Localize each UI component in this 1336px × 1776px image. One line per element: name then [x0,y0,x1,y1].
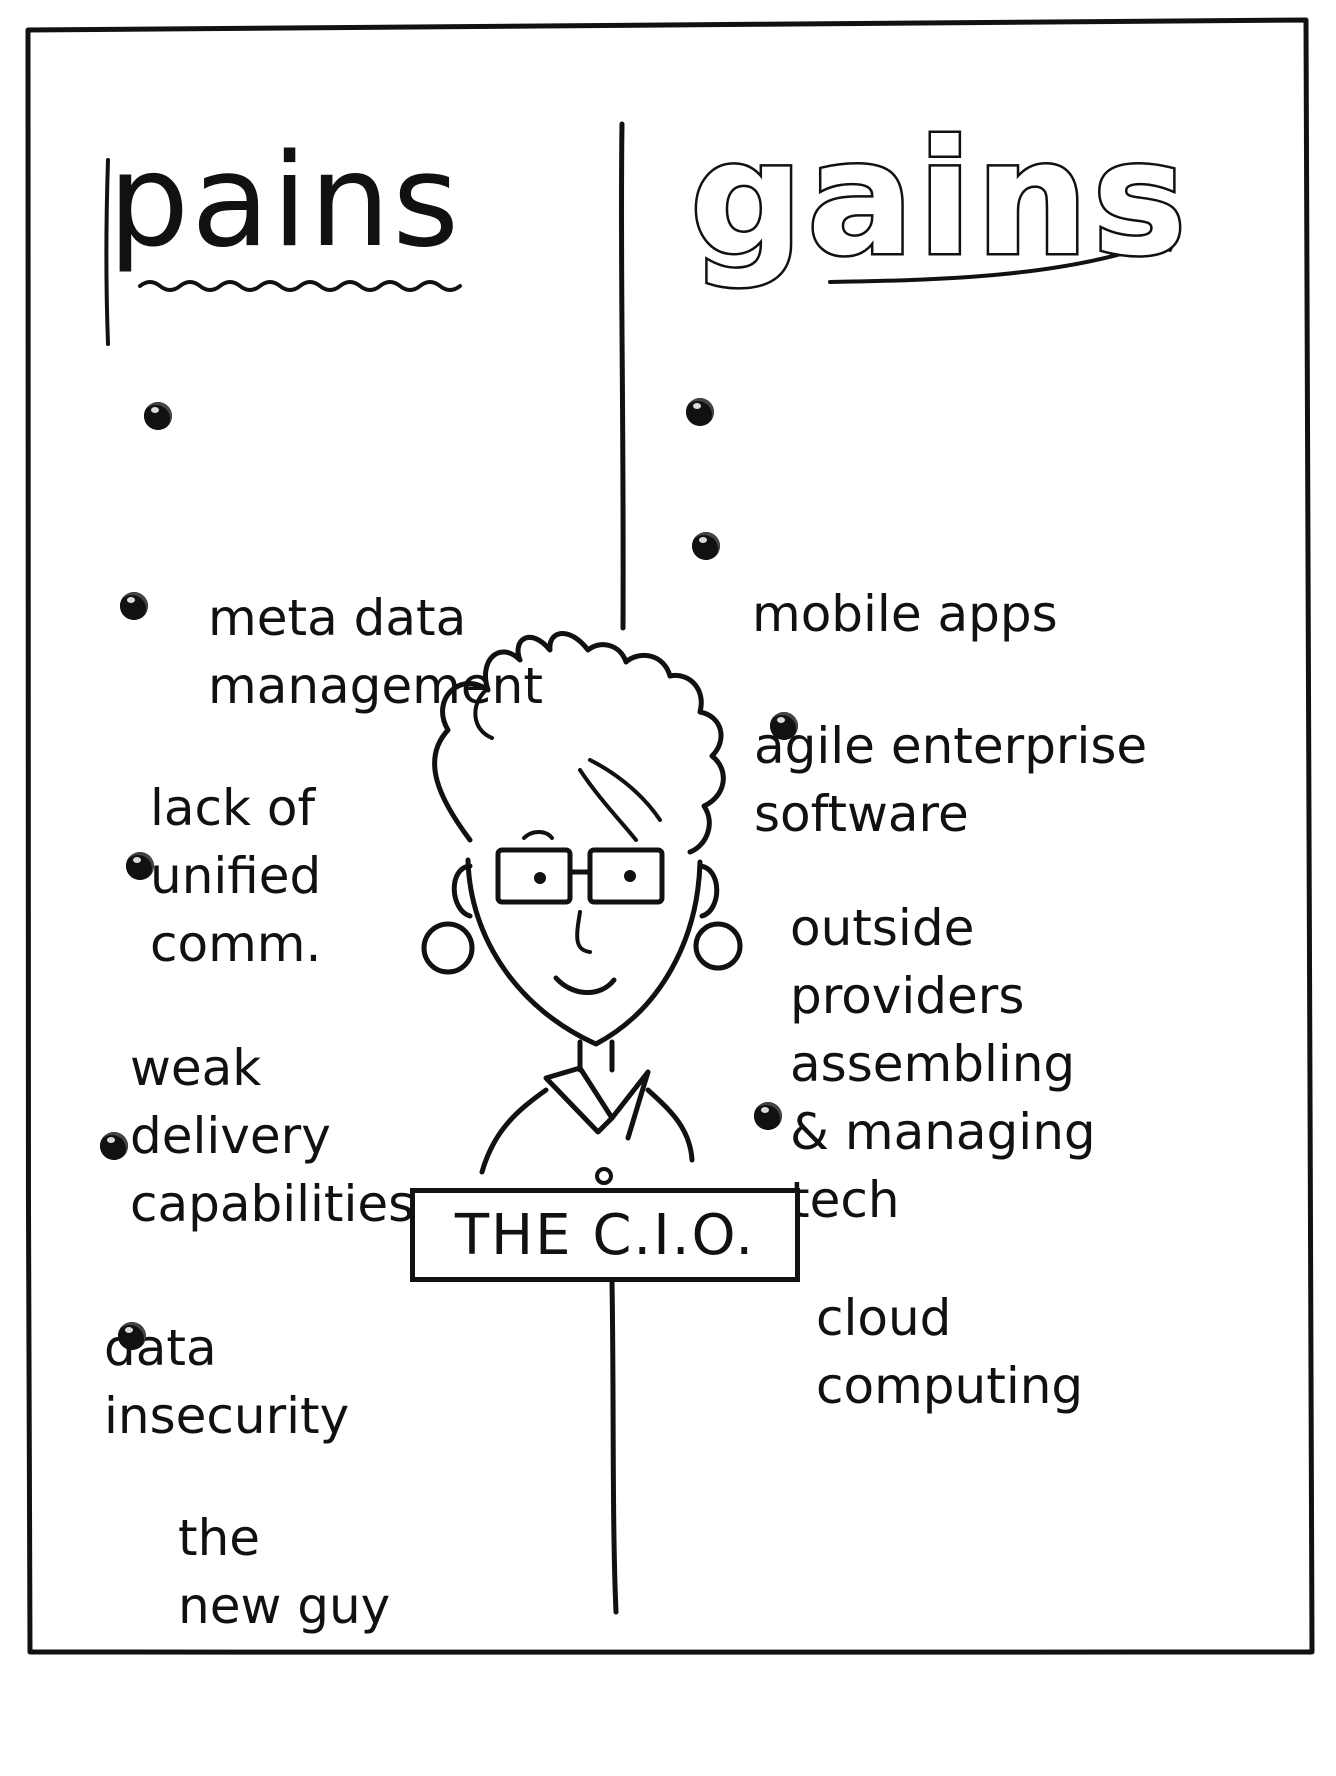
face-outline [465,857,703,1047]
divider-line-top [618,121,626,631]
collar-right [609,1069,651,1141]
pains-item: the new guy [118,1300,391,1776]
hair-fringe [588,758,662,822]
pains-heading: pains [108,127,462,276]
pains-item-text: data insecurity [104,1319,350,1445]
pains-underline [138,280,462,292]
sketch-artwork [24,17,1315,1656]
glasses-left-lens [495,847,573,905]
right-shoulder [645,1087,695,1163]
cio-sign-label: THE C.I.O. [454,1202,756,1268]
right-earring [693,921,743,971]
bullet-icon [692,532,720,560]
shirt-button [595,1167,613,1185]
gains-item: outside providers assembling & managing … [770,690,1096,1370]
left-ear [451,863,473,919]
glasses-right-lens [587,847,665,905]
gains-item: mobile apps [686,376,1058,784]
collar-left [543,1065,615,1135]
pains-item: weak delivery capabilities [126,830,415,1374]
pains-item: lack of unified comm. [120,570,322,1114]
gains-item-text: mobile apps [752,585,1058,643]
neck [577,1039,615,1073]
gains-heading: gains [687,107,1191,291]
pains-item: data insecurity [100,1110,350,1586]
left-eye [534,872,546,884]
cio-name-sign: THE C.I.O. [410,1188,800,1282]
bullet-icon [100,1132,128,1160]
hair-fringe-2 [578,768,638,842]
bullet-icon [754,1102,782,1130]
pains-item-text: lack of unified comm. [150,779,322,973]
bullet-icon [686,398,714,426]
bullet-icon [120,592,148,620]
bullet-icon [144,402,172,430]
page-frame [24,17,1315,1656]
bullet-icon [126,852,154,880]
hair [432,631,726,855]
pains-p-stem [104,158,110,346]
cio-person-icon [421,631,743,1185]
nose [575,910,592,954]
left-shoulder [479,1087,549,1175]
divider-line-bottom [609,1279,619,1615]
left-eyebrow [522,830,554,840]
bullet-icon [118,1322,146,1350]
hair-curl-left [473,688,494,740]
pains-item: meta data management [144,380,543,856]
right-ear [697,863,720,919]
bullet-icon [770,712,798,740]
gains-item-text: outside providers assembling & managing … [790,899,1096,1229]
gains-item-text: cloud computing [816,1289,1084,1415]
pains-item-text: weak delivery capabilities [130,1039,415,1233]
left-earring [421,921,475,975]
gains-item: cloud computing [754,1080,1084,1556]
gains-arrow [828,234,1176,284]
gains-arrowhead [1150,224,1180,252]
right-eye [624,870,636,882]
pains-item-text: meta data management [208,589,543,715]
pains-item-text: the new guy [178,1509,391,1635]
smile [553,975,617,995]
